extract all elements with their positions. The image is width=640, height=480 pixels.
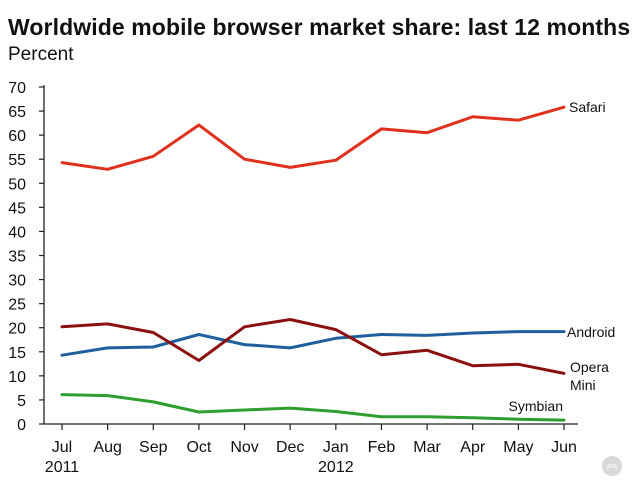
x-tick-label: May — [503, 439, 533, 456]
chart-title: Worldwide mobile browser market share: l… — [8, 14, 631, 40]
series-line-symbian — [60, 393, 566, 422]
series-lines — [60, 105, 566, 422]
x-tick-label: Aug — [93, 439, 121, 456]
series-labels: Safari Android Opera Mini Symbian — [509, 99, 616, 414]
y-tick-label: 40 — [8, 224, 26, 241]
x-tick-label: Jan — [323, 439, 349, 456]
axes — [43, 85, 578, 425]
x-tick-label: Sep — [139, 439, 168, 456]
y-tick-label: 35 — [8, 249, 26, 266]
y-tick-label: 0 — [17, 417, 26, 434]
y-tick-label: 55 — [8, 152, 26, 169]
x-tick-label: Apr — [460, 439, 486, 456]
series-line-safari — [60, 105, 566, 171]
series-line-opera-mini — [60, 318, 566, 375]
x-tick-label: Jun — [551, 439, 577, 456]
y-tick-label: 20 — [8, 321, 26, 338]
y-tick-label: 70 — [8, 80, 26, 97]
y-tick-label: 5 — [17, 393, 26, 410]
series-label-symbian: Symbian — [509, 398, 563, 414]
series-label-safari: Safari — [569, 99, 606, 115]
series-label-opera-mini: Opera Mini — [570, 359, 609, 393]
x-year-label: 2011 — [45, 459, 80, 476]
y-tick-label: 50 — [8, 176, 26, 193]
x-tick-label: Nov — [230, 439, 258, 456]
y-tick-label: 65 — [8, 104, 26, 121]
x-tick-label: Feb — [368, 439, 396, 456]
y-tick-label: 60 — [8, 128, 26, 145]
y-axis-unit-label: Percent — [8, 44, 74, 65]
x-tick-label: Dec — [276, 439, 304, 456]
y-tick-label: 25 — [8, 297, 26, 314]
y-axis-ticks: 0 5 10 15 20 25 30 35 40 45 50 55 60 65 70 — [8, 80, 44, 434]
series-line-android — [60, 330, 566, 357]
y-tick-label: 10 — [8, 369, 26, 386]
y-tick-label: 45 — [8, 200, 26, 217]
y-tick-label: 15 — [8, 345, 26, 362]
x-tick-label: Mar — [413, 439, 441, 456]
y-tick-label: 30 — [8, 273, 26, 290]
ars-logo-icon: ars — [602, 456, 622, 476]
x-tick-label: Jul — [52, 439, 72, 456]
series-label-android: Android — [567, 324, 615, 340]
x-year-label: 2012 — [318, 459, 354, 476]
x-tick-label: Oct — [186, 439, 211, 456]
x-axis-ticks: Jul Aug Sep Oct Nov Dec Jan Feb Mar Apr May Jun 2011… — [45, 424, 577, 476]
